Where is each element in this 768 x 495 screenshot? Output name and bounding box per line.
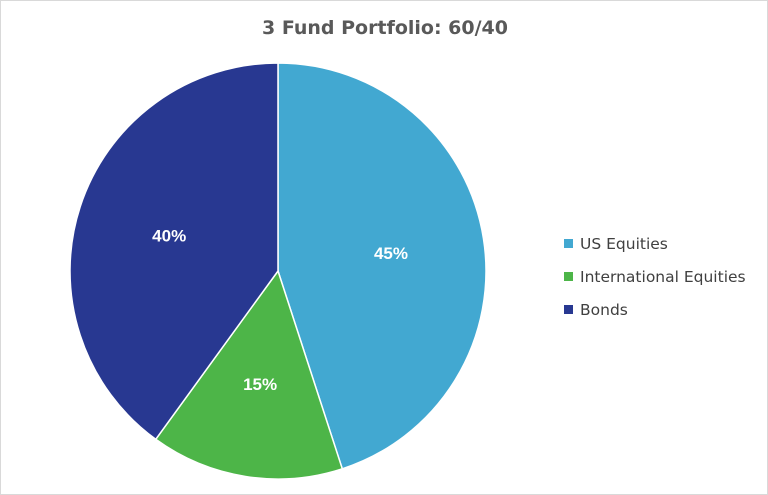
legend-swatch xyxy=(564,305,573,314)
legend-label: US Equities xyxy=(580,234,668,253)
data-label-2: 40% xyxy=(152,227,186,246)
legend-swatch xyxy=(564,239,573,248)
legend-item: Bonds xyxy=(564,293,746,326)
legend-label: Bonds xyxy=(580,300,628,319)
pie-slice-0 xyxy=(277,62,487,470)
chart-title: 3 Fund Portfolio: 60/40 xyxy=(262,17,508,39)
pie-slice-2 xyxy=(69,62,279,441)
data-label-1: 15% xyxy=(243,375,277,394)
pie-slice-1 xyxy=(154,269,344,480)
legend-swatch xyxy=(564,272,573,281)
legend-item: US Equities xyxy=(564,227,746,260)
legend: US Equities International Equities Bonds xyxy=(564,227,746,326)
data-label-0: 45% xyxy=(374,244,408,263)
legend-label: International Equities xyxy=(580,267,746,286)
legend-item: International Equities xyxy=(564,260,746,293)
